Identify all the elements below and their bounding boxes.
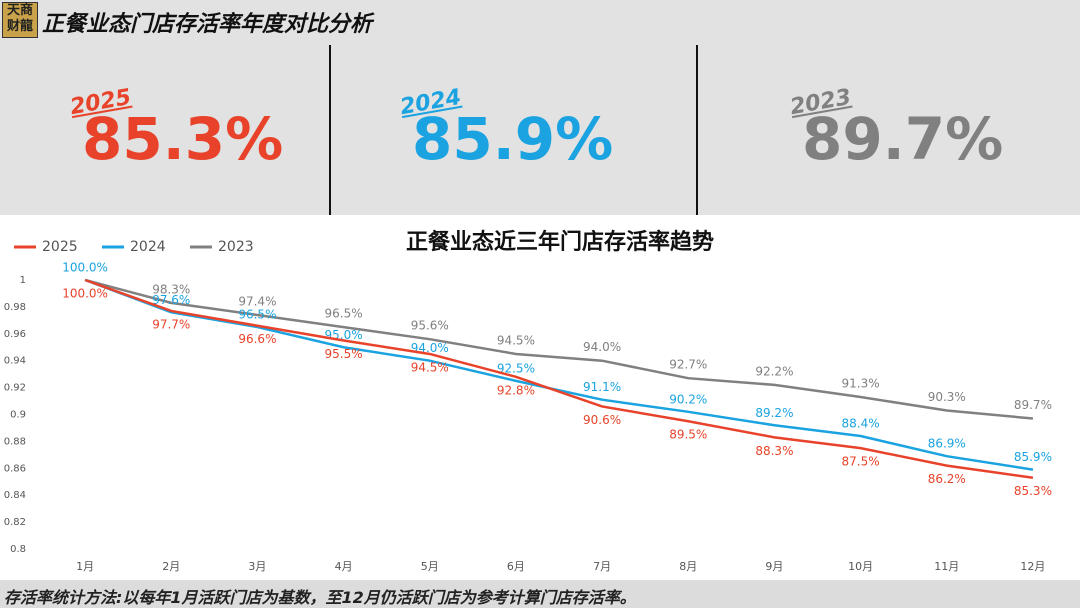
x-tick-label: 10月 [848, 560, 873, 573]
x-tick-label: 2月 [162, 560, 180, 573]
data-label: 94.5% [497, 333, 535, 347]
data-label: 91.1% [583, 380, 621, 394]
data-label: 85.9% [1014, 450, 1052, 464]
data-label: 90.2% [669, 392, 707, 406]
legend-label: 2023 [218, 239, 254, 255]
data-label: 92.8% [497, 383, 535, 397]
data-label: 94.5% [411, 360, 449, 374]
logo: 天商 财龍 [2, 2, 38, 38]
x-tick-label: 3月 [248, 560, 266, 573]
chart-panel: 正餐业态近三年门店存活率趋势 0.8 0.82 0.84 0.86 0.88 0.9 0.9… [0, 215, 1080, 580]
data-label: 100.0% [62, 287, 108, 301]
x-tick-label: 12月 [1020, 560, 1045, 573]
series-line [84, 278, 1034, 471]
x-tick-label: 7月 [593, 560, 611, 573]
y-tick-label: 0.96 [4, 329, 26, 340]
data-label: 91.3% [842, 377, 880, 391]
x-tick-label: 4月 [335, 560, 353, 573]
page-title: 正餐业态门店存活率年度对比分析 [42, 12, 373, 37]
x-tick-label: 5月 [421, 560, 439, 573]
data-label: 97.6% [152, 293, 190, 307]
data-label: 88.3% [755, 444, 793, 458]
x-tick-label: 1月 [76, 560, 94, 573]
data-label: 88.4% [842, 417, 880, 431]
data-label: 85.3% [1014, 484, 1052, 498]
series-line [84, 278, 1034, 420]
y-tick-label: 0.94 [4, 356, 26, 367]
data-label: 100.0% [62, 261, 108, 275]
legend-label: 2025 [42, 239, 78, 255]
y-tick-label: 0.8 [10, 544, 26, 555]
data-label: 90.3% [928, 390, 966, 404]
x-tick-label: 9月 [765, 560, 783, 573]
x-tick-label: 11月 [934, 560, 959, 573]
chart: 正餐业态近三年门店存活率趋势 0.8 0.82 0.84 0.86 0.88 0.9 0.9… [4, 229, 1052, 573]
y-tick-label: 0.82 [4, 517, 26, 528]
series-line [84, 278, 1034, 479]
y-tick-label: 0.84 [4, 490, 26, 501]
data-label: 97.4% [238, 294, 276, 308]
data-label: 90.6% [583, 413, 621, 427]
data-label: 89.5% [669, 428, 707, 442]
data-label: 89.2% [755, 406, 793, 420]
kpi-value: 85.9% [412, 105, 614, 173]
data-label: 89.7% [1014, 398, 1052, 412]
divider [329, 45, 331, 215]
data-label: 96.5% [325, 307, 363, 321]
data-label: 97.7% [152, 317, 190, 331]
data-label: 95.5% [325, 347, 363, 361]
footnote: 存活率统计方法:以每年1月活跃门店为基数，至12月仍活跃门店为参考计算门店存活率… [4, 588, 636, 607]
data-label: 98.3% [152, 282, 190, 296]
logo-text: 财龍 [6, 19, 33, 34]
x-tick-label: 6月 [507, 560, 525, 573]
data-label: 92.2% [755, 364, 793, 378]
data-label: 96.6% [238, 332, 276, 346]
header-band: 天商 财龍 正餐业态门店存活率年度对比分析 2025 85.3% 2024 85.9% 2… [0, 0, 1080, 215]
y-tick-label: 0.86 [4, 463, 26, 474]
y-tick-label: 0.9 [10, 410, 26, 421]
data-label: 92.7% [669, 358, 707, 372]
legend-label: 2024 [130, 239, 166, 255]
data-label: 86.2% [928, 472, 966, 486]
kpi-value: 85.3% [82, 105, 284, 173]
data-label: 92.5% [497, 361, 535, 375]
chart-title: 正餐业态近三年门店存活率趋势 [406, 229, 714, 255]
y-tick-label: 0.98 [4, 302, 26, 313]
y-tick-label: 0.92 [4, 383, 26, 394]
divider [696, 45, 698, 215]
data-label: 87.5% [842, 455, 880, 469]
data-label: 95.6% [411, 319, 449, 333]
logo-text: 天商 [6, 3, 33, 18]
y-tick-label: 0.88 [4, 436, 26, 447]
kpi-value: 89.7% [802, 105, 1004, 173]
x-tick-label: 8月 [679, 560, 697, 573]
data-label: 94.0% [583, 340, 621, 354]
y-tick-label: 1 [20, 275, 26, 286]
data-label: 96.5% [238, 308, 276, 322]
data-label: 86.9% [928, 437, 966, 451]
